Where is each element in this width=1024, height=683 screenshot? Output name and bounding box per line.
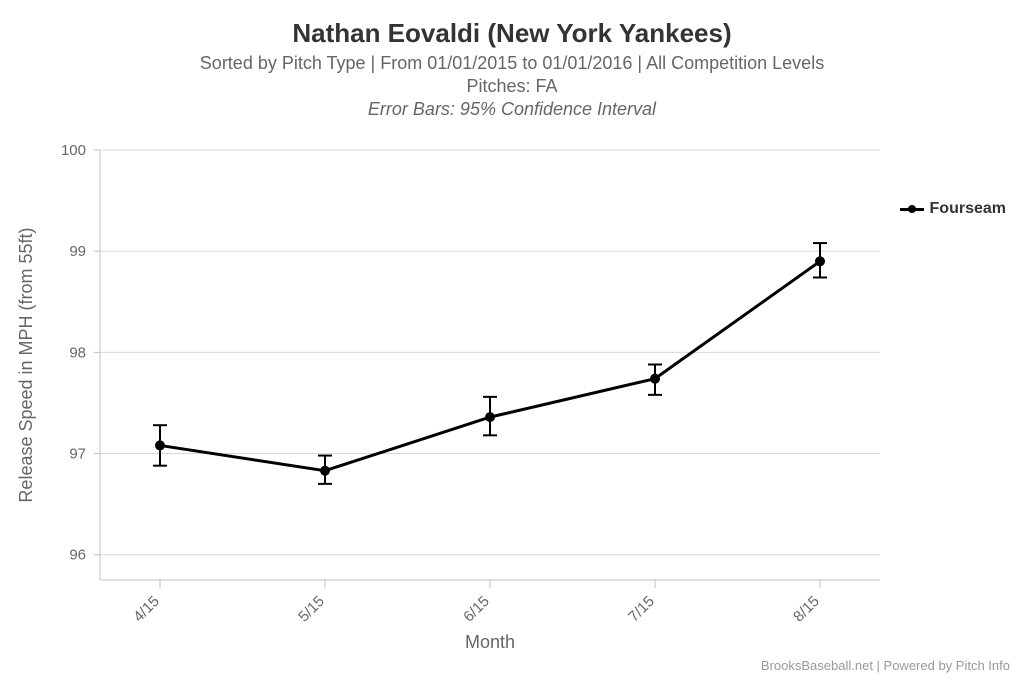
svg-text:97: 97 [69, 446, 86, 463]
error-bars [153, 243, 827, 484]
credits-text: BrooksBaseball.net | Powered by Pitch In… [761, 658, 1010, 673]
svg-text:5/15: 5/15 [295, 593, 328, 626]
svg-text:6/15: 6/15 [460, 593, 493, 626]
svg-text:8/15: 8/15 [790, 593, 823, 626]
axes [94, 150, 880, 588]
x-tick-labels: 4/15 5/15 6/15 7/15 8/15 [130, 593, 823, 626]
y-axis-label: Release Speed in MPH (from 55ft) [16, 227, 36, 502]
chart-svg: 96 97 98 99 100 4/15 5/15 6/15 7/15 8/15 Release… [0, 0, 1024, 683]
legend-marker-icon [900, 208, 924, 211]
svg-text:99: 99 [69, 243, 86, 260]
series-line-group [160, 261, 820, 470]
series-markers [155, 256, 825, 475]
svg-text:7/15: 7/15 [625, 593, 658, 626]
gridlines [100, 150, 880, 555]
svg-text:98: 98 [69, 344, 86, 361]
svg-text:4/15: 4/15 [130, 593, 163, 626]
x-axis-label: Month [465, 632, 515, 652]
chart-container: Nathan Eovaldi (New York Yankees) Sorted… [0, 0, 1024, 683]
svg-text:96: 96 [69, 547, 86, 564]
legend: Fourseam [900, 200, 1006, 218]
svg-text:100: 100 [61, 142, 86, 159]
y-tick-labels: 96 97 98 99 100 [61, 142, 86, 564]
legend-label: Fourseam [930, 200, 1006, 218]
